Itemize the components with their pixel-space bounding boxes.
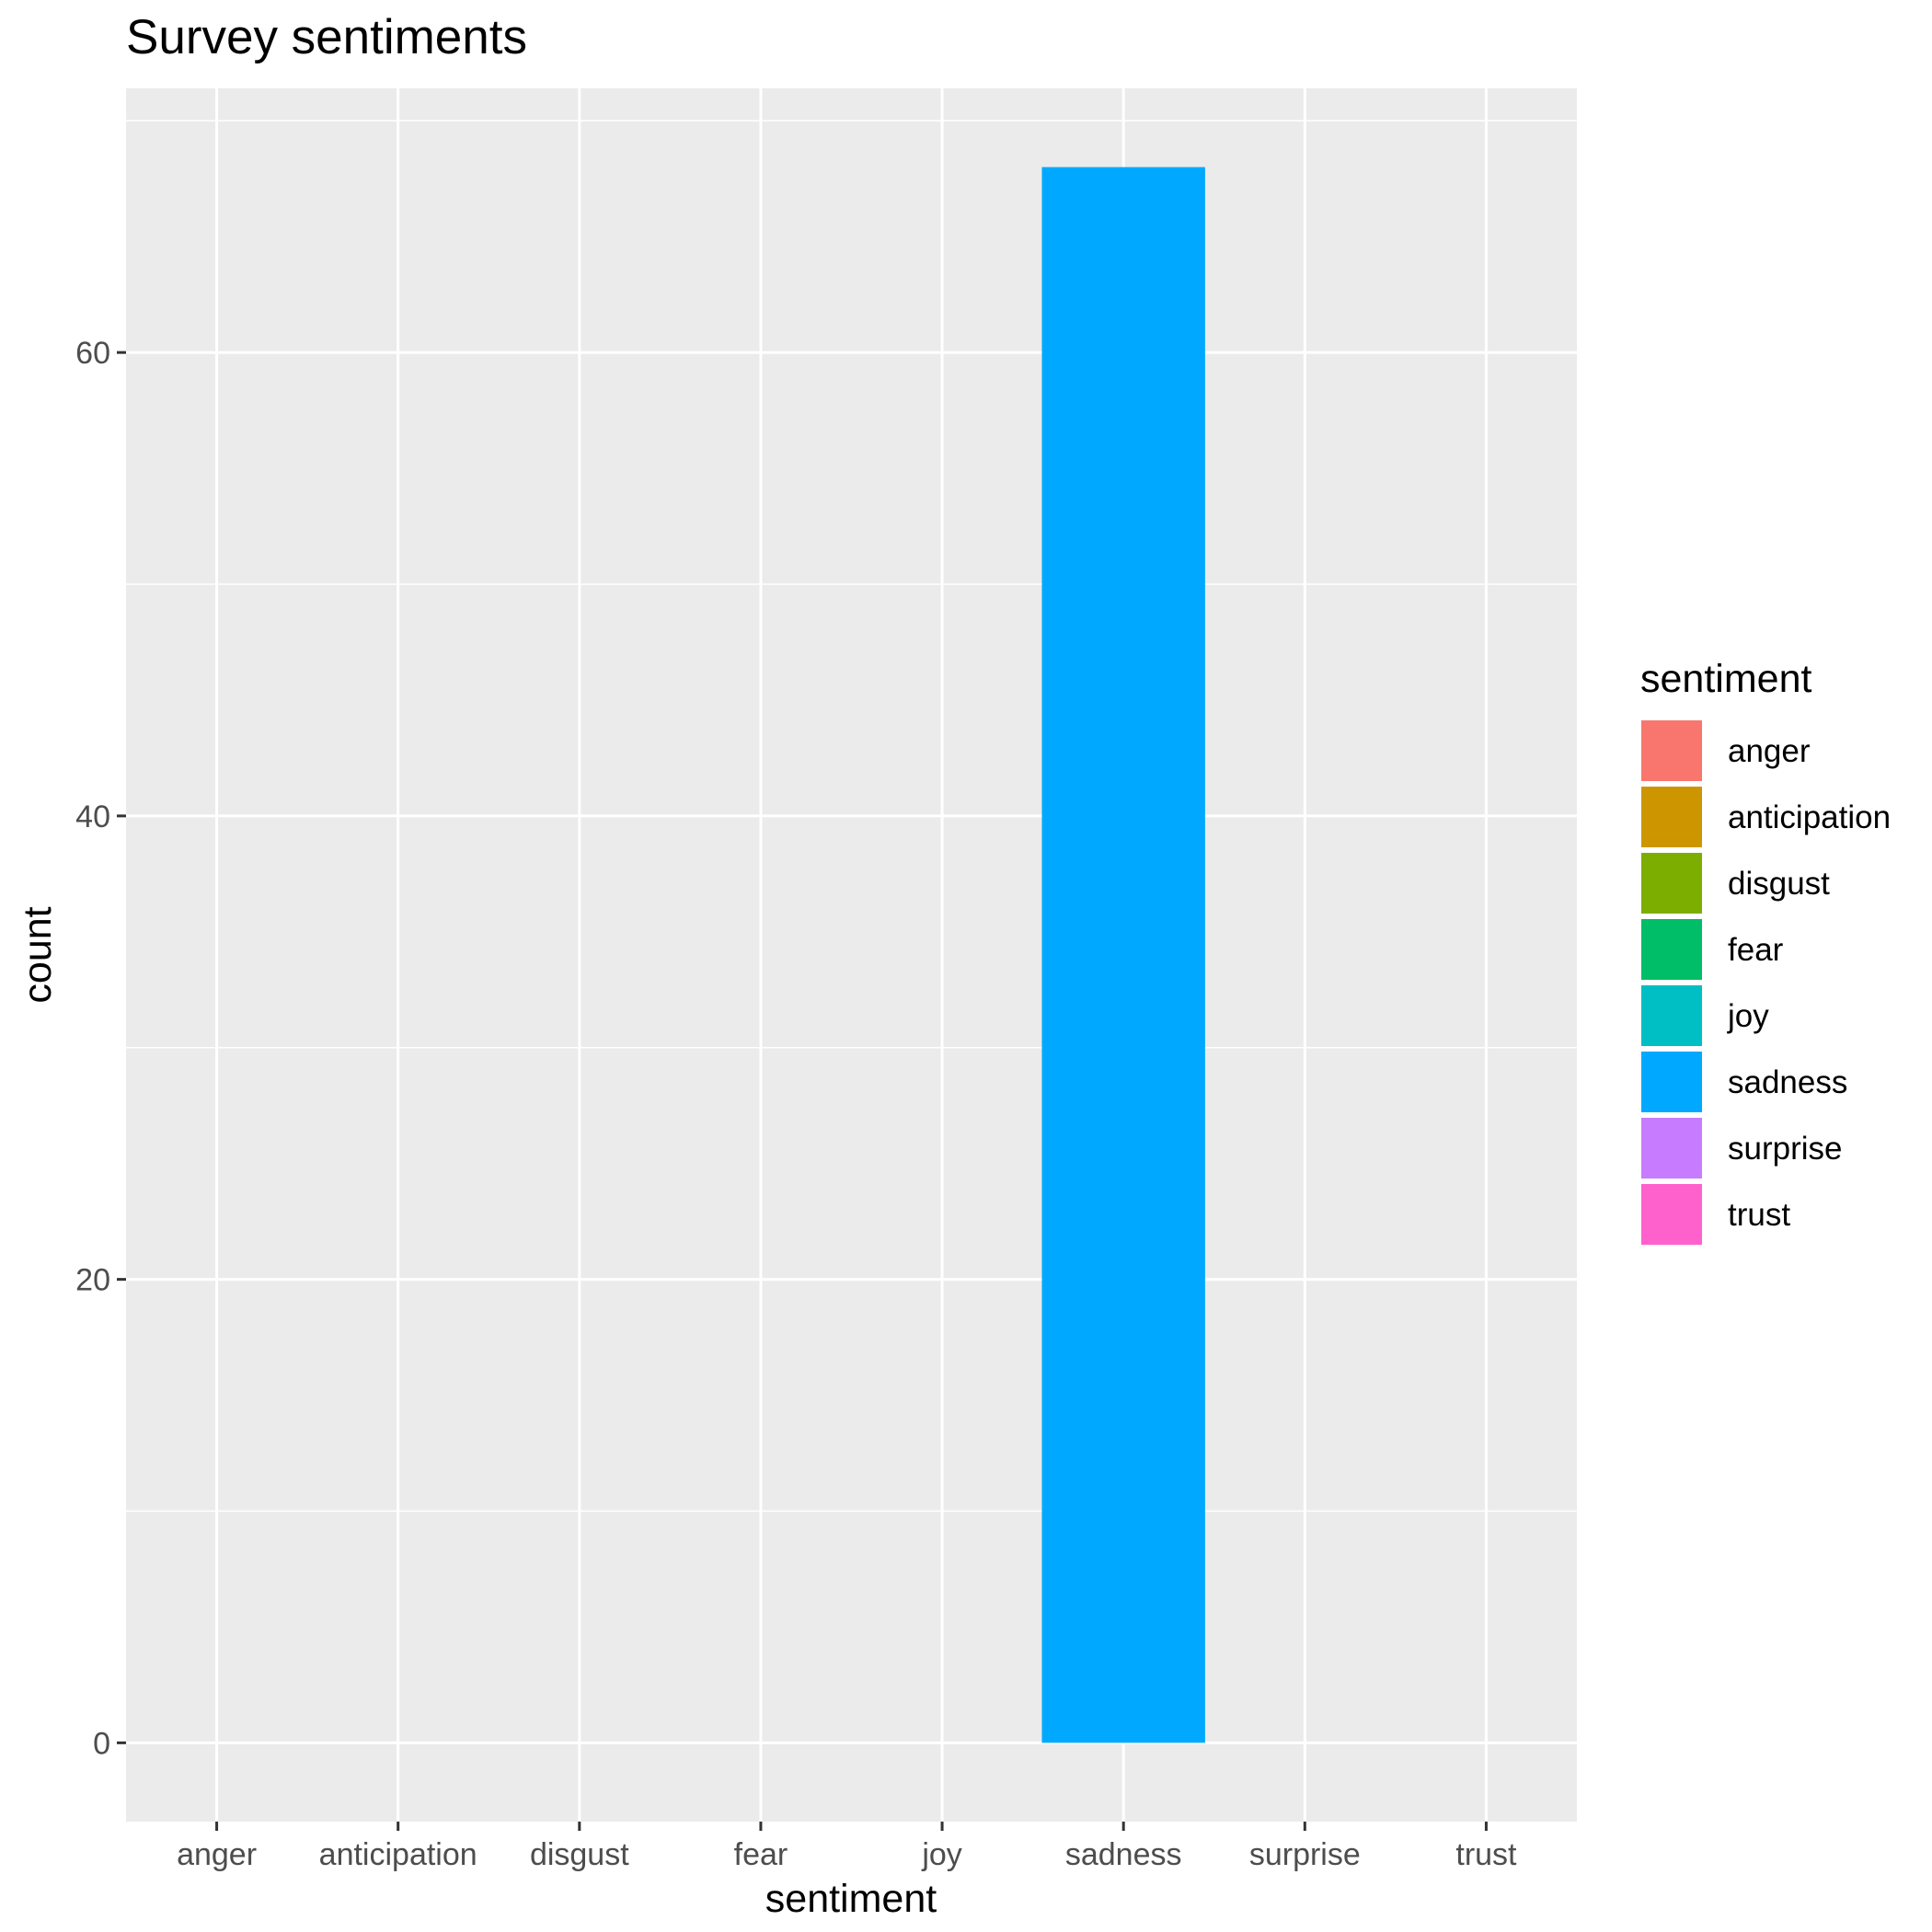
y-tick-label: 60 — [75, 336, 110, 371]
minor-gridlines — [126, 120, 1577, 1512]
x-tick-label-fear: fear — [734, 1837, 788, 1872]
y-tick-label: 0 — [93, 1726, 110, 1761]
legend-key-disgust — [1639, 851, 1704, 915]
legend-label-fear: fear — [1728, 932, 1784, 968]
y-tick-label: 20 — [75, 1263, 110, 1298]
x-tick-label-trust: trust — [1455, 1837, 1517, 1872]
legend: sentiment anger anticipation disgust fear jo… — [1639, 657, 1891, 1247]
legend-key-fear — [1639, 917, 1704, 982]
legend-key-surprise — [1639, 1116, 1704, 1180]
x-axis: anger anticipation disgust fear joy sadness su… — [177, 1822, 1517, 1872]
legend-title: sentiment — [1640, 657, 1811, 701]
y-axis-title: count — [16, 906, 60, 1003]
chart-title: Survey sentiments — [126, 10, 527, 64]
x-tick-label-anger: anger — [177, 1837, 257, 1872]
legend-key-sadness — [1639, 1050, 1704, 1114]
legend-label-joy: joy — [1727, 998, 1769, 1034]
legend-key-joy — [1639, 983, 1704, 1048]
y-axis: 0 20 40 60 — [75, 336, 126, 1761]
x-axis-title: sentiment — [765, 1877, 937, 1921]
x-tick-label-surprise: surprise — [1249, 1837, 1361, 1872]
legend-key-anger — [1639, 719, 1704, 783]
legend-label-surprise: surprise — [1728, 1131, 1842, 1167]
plot-panel — [126, 88, 1577, 1822]
bars — [1041, 167, 1205, 1743]
x-tick-label-disgust: disgust — [530, 1837, 629, 1872]
legend-items: anger anticipation disgust fear joy sadness su… — [1639, 719, 1891, 1247]
y-tick-label: 40 — [75, 799, 110, 834]
x-tick-label-joy: joy — [921, 1837, 961, 1872]
legend-label-trust: trust — [1728, 1197, 1790, 1233]
legend-label-anticipation: anticipation — [1728, 799, 1891, 835]
legend-label-disgust: disgust — [1728, 866, 1830, 902]
legend-key-trust — [1639, 1182, 1704, 1247]
legend-key-anticipation — [1639, 785, 1704, 849]
legend-label-sadness: sadness — [1728, 1064, 1847, 1100]
x-tick-label-anticipation: anticipation — [319, 1837, 477, 1872]
legend-label-anger: anger — [1728, 733, 1811, 769]
x-tick-label-sadness: sadness — [1065, 1837, 1182, 1872]
bar-sadness — [1041, 167, 1205, 1743]
